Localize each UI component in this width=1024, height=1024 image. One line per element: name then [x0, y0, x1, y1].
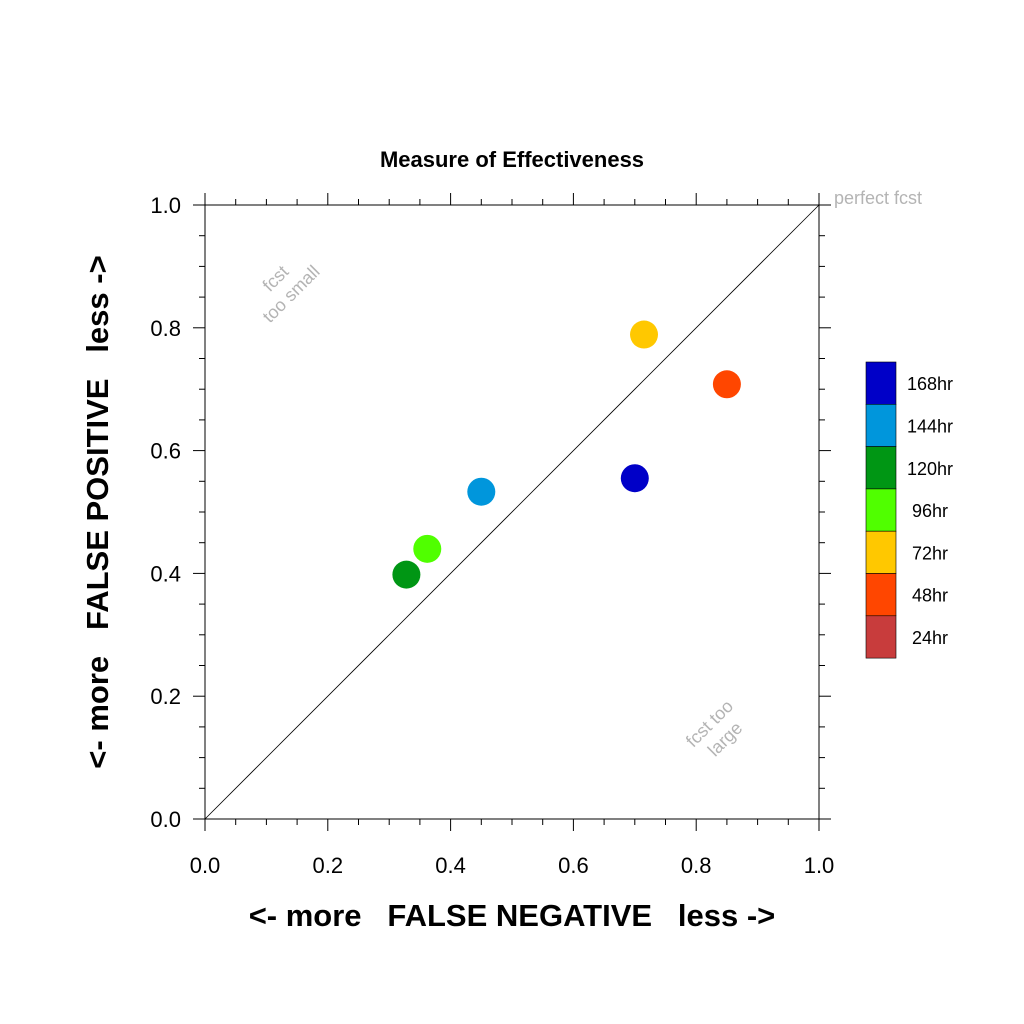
legend-swatch-144hr: [865, 403, 897, 447]
y-tick-label: 0.6: [150, 439, 181, 464]
legend-swatch-96hr: [865, 488, 897, 532]
x-tick-label: 0.2: [313, 853, 344, 878]
x-tick-label: 0.0: [190, 853, 221, 878]
legend-label-48hr: 48hr: [912, 586, 948, 606]
y-tick-label: 0.0: [150, 807, 181, 832]
data-point-168hr: [620, 464, 649, 493]
legend-label-72hr: 72hr: [912, 543, 948, 563]
legend: 168hr 144hr 120hr 96hr 72hr 48hr 24hr: [865, 361, 953, 659]
data-point-48hr: [712, 370, 741, 399]
chart-title: Measure of Effectiveness: [380, 147, 644, 172]
legend-swatch-24hr: [865, 615, 897, 659]
perfect-forecast-diagonal: [204, 204, 820, 820]
legend-swatch-48hr: [865, 573, 897, 617]
perfect-forecast-annotation: perfect fcst: [834, 188, 922, 208]
x-tick-label: 0.6: [558, 853, 589, 878]
axis-ticks: [193, 193, 831, 831]
legend-label-24hr: 24hr: [912, 628, 948, 648]
legend-swatch-168hr: [865, 361, 897, 405]
legend-label-144hr: 144hr: [907, 416, 953, 436]
y-tick-label: 0.2: [150, 684, 181, 709]
x-axis-title: <- more FALSE NEGATIVE less ->: [249, 898, 776, 933]
data-point-144hr: [467, 477, 496, 506]
legend-label-168hr: 168hr: [907, 374, 953, 394]
data-points: [392, 320, 741, 589]
x-tick-label: 1.0: [804, 853, 835, 878]
data-point-120hr: [392, 560, 421, 589]
x-tick-labels: 0.0 0.2 0.4 0.6 0.8 1.0: [190, 853, 835, 878]
y-tick-label: 0.4: [150, 561, 181, 586]
x-tick-label: 0.8: [681, 853, 712, 878]
y-tick-label: 1.0: [150, 193, 181, 218]
y-axis-title: <- more FALSE POSITIVE less ->: [80, 255, 115, 768]
data-point-72hr: [630, 320, 659, 349]
legend-label-120hr: 120hr: [907, 459, 953, 479]
legend-swatch-72hr: [865, 530, 897, 574]
legend-label-96hr: 96hr: [912, 501, 948, 521]
legend-swatch-120hr: [865, 446, 897, 490]
x-tick-label: 0.4: [435, 853, 466, 878]
y-tick-label: 0.8: [150, 316, 181, 341]
data-point-96hr: [413, 534, 442, 563]
y-tick-labels: 0.0 0.2 0.4 0.6 0.8 1.0: [150, 193, 181, 832]
